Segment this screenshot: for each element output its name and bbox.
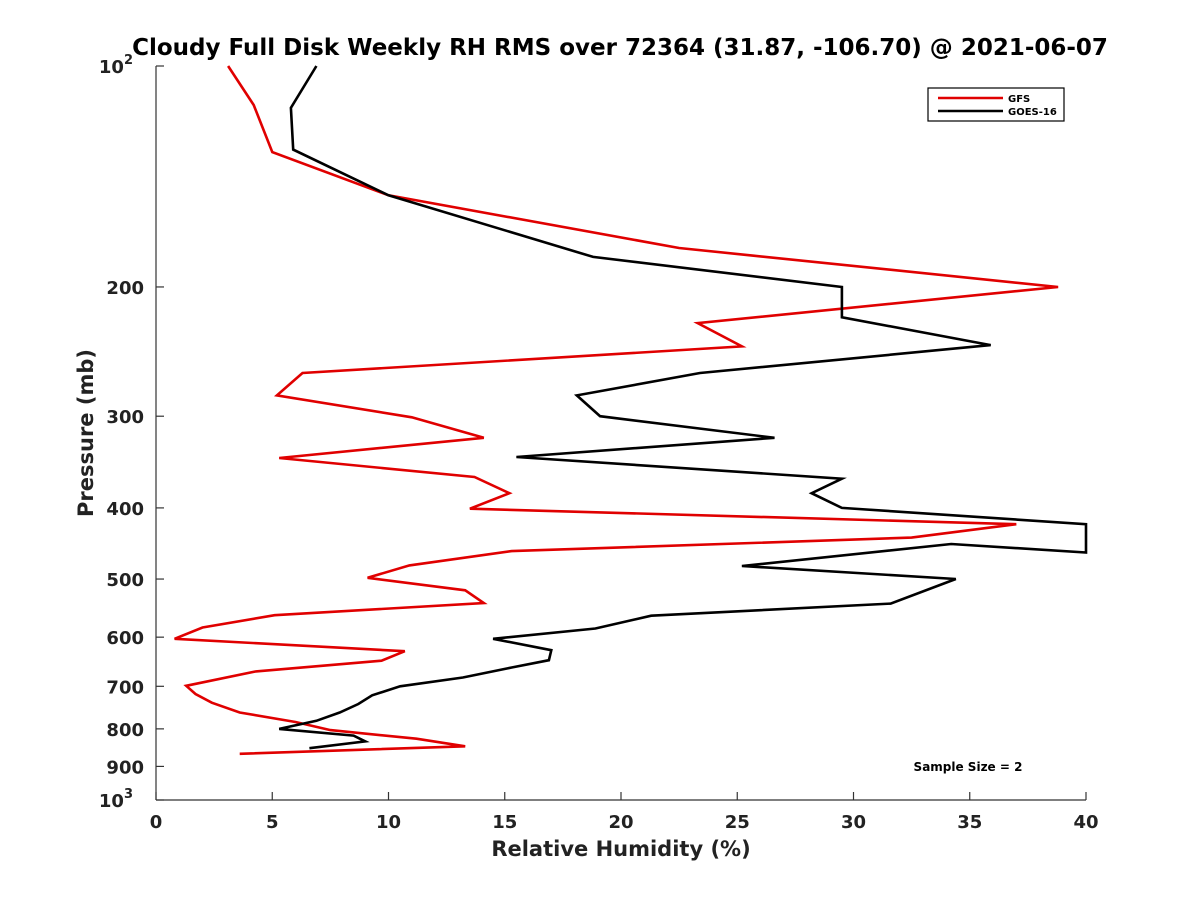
x-tick-label: 20 <box>608 812 633 833</box>
chart-title: Cloudy Full Disk Weekly RH RMS over 7236… <box>132 35 1108 61</box>
legend-label: GOES-16 <box>1008 107 1057 118</box>
x-tick-label: 35 <box>957 812 982 833</box>
y-tick-label: 500 <box>106 570 144 591</box>
axes <box>155 66 1086 801</box>
x-tick-label: 5 <box>266 812 279 833</box>
y-tick-label: 102 <box>99 53 133 78</box>
y-tick-label: 103 <box>99 787 133 812</box>
y-tick-label: 600 <box>106 628 144 649</box>
x-tick-label: 10 <box>376 812 401 833</box>
legend-box <box>927 87 1065 122</box>
plot-area <box>174 65 1088 756</box>
series-line-gfs <box>174 65 1059 756</box>
y-tick-label: 400 <box>106 499 144 520</box>
x-tick-label: 25 <box>725 812 750 833</box>
y-ticks: 102 200 300 400 500 600 700 800 900 103 <box>99 53 164 812</box>
series-line-goes-16 <box>278 65 1088 750</box>
x-ticks: 0 5 10 15 20 25 30 35 40 <box>150 792 1099 833</box>
y-tick-label: 800 <box>106 720 144 741</box>
x-tick-label: 40 <box>1073 812 1098 833</box>
sample-size-annotation: Sample Size = 2 <box>914 760 1023 774</box>
x-tick-label: 0 <box>150 812 163 833</box>
legend: GFS GOES-16 <box>927 87 1065 122</box>
x-axis-label: Relative Humidity (%) <box>491 837 750 861</box>
x-tick-label: 15 <box>492 812 517 833</box>
y-axis-label: Pressure (mb) <box>74 349 98 517</box>
x-tick-label: 30 <box>841 812 866 833</box>
y-tick-label: 700 <box>106 677 144 698</box>
y-tick-label: 200 <box>106 278 144 299</box>
legend-label: GFS <box>1008 94 1030 105</box>
y-tick-label: 900 <box>106 757 144 778</box>
y-tick-label: 300 <box>106 407 144 428</box>
